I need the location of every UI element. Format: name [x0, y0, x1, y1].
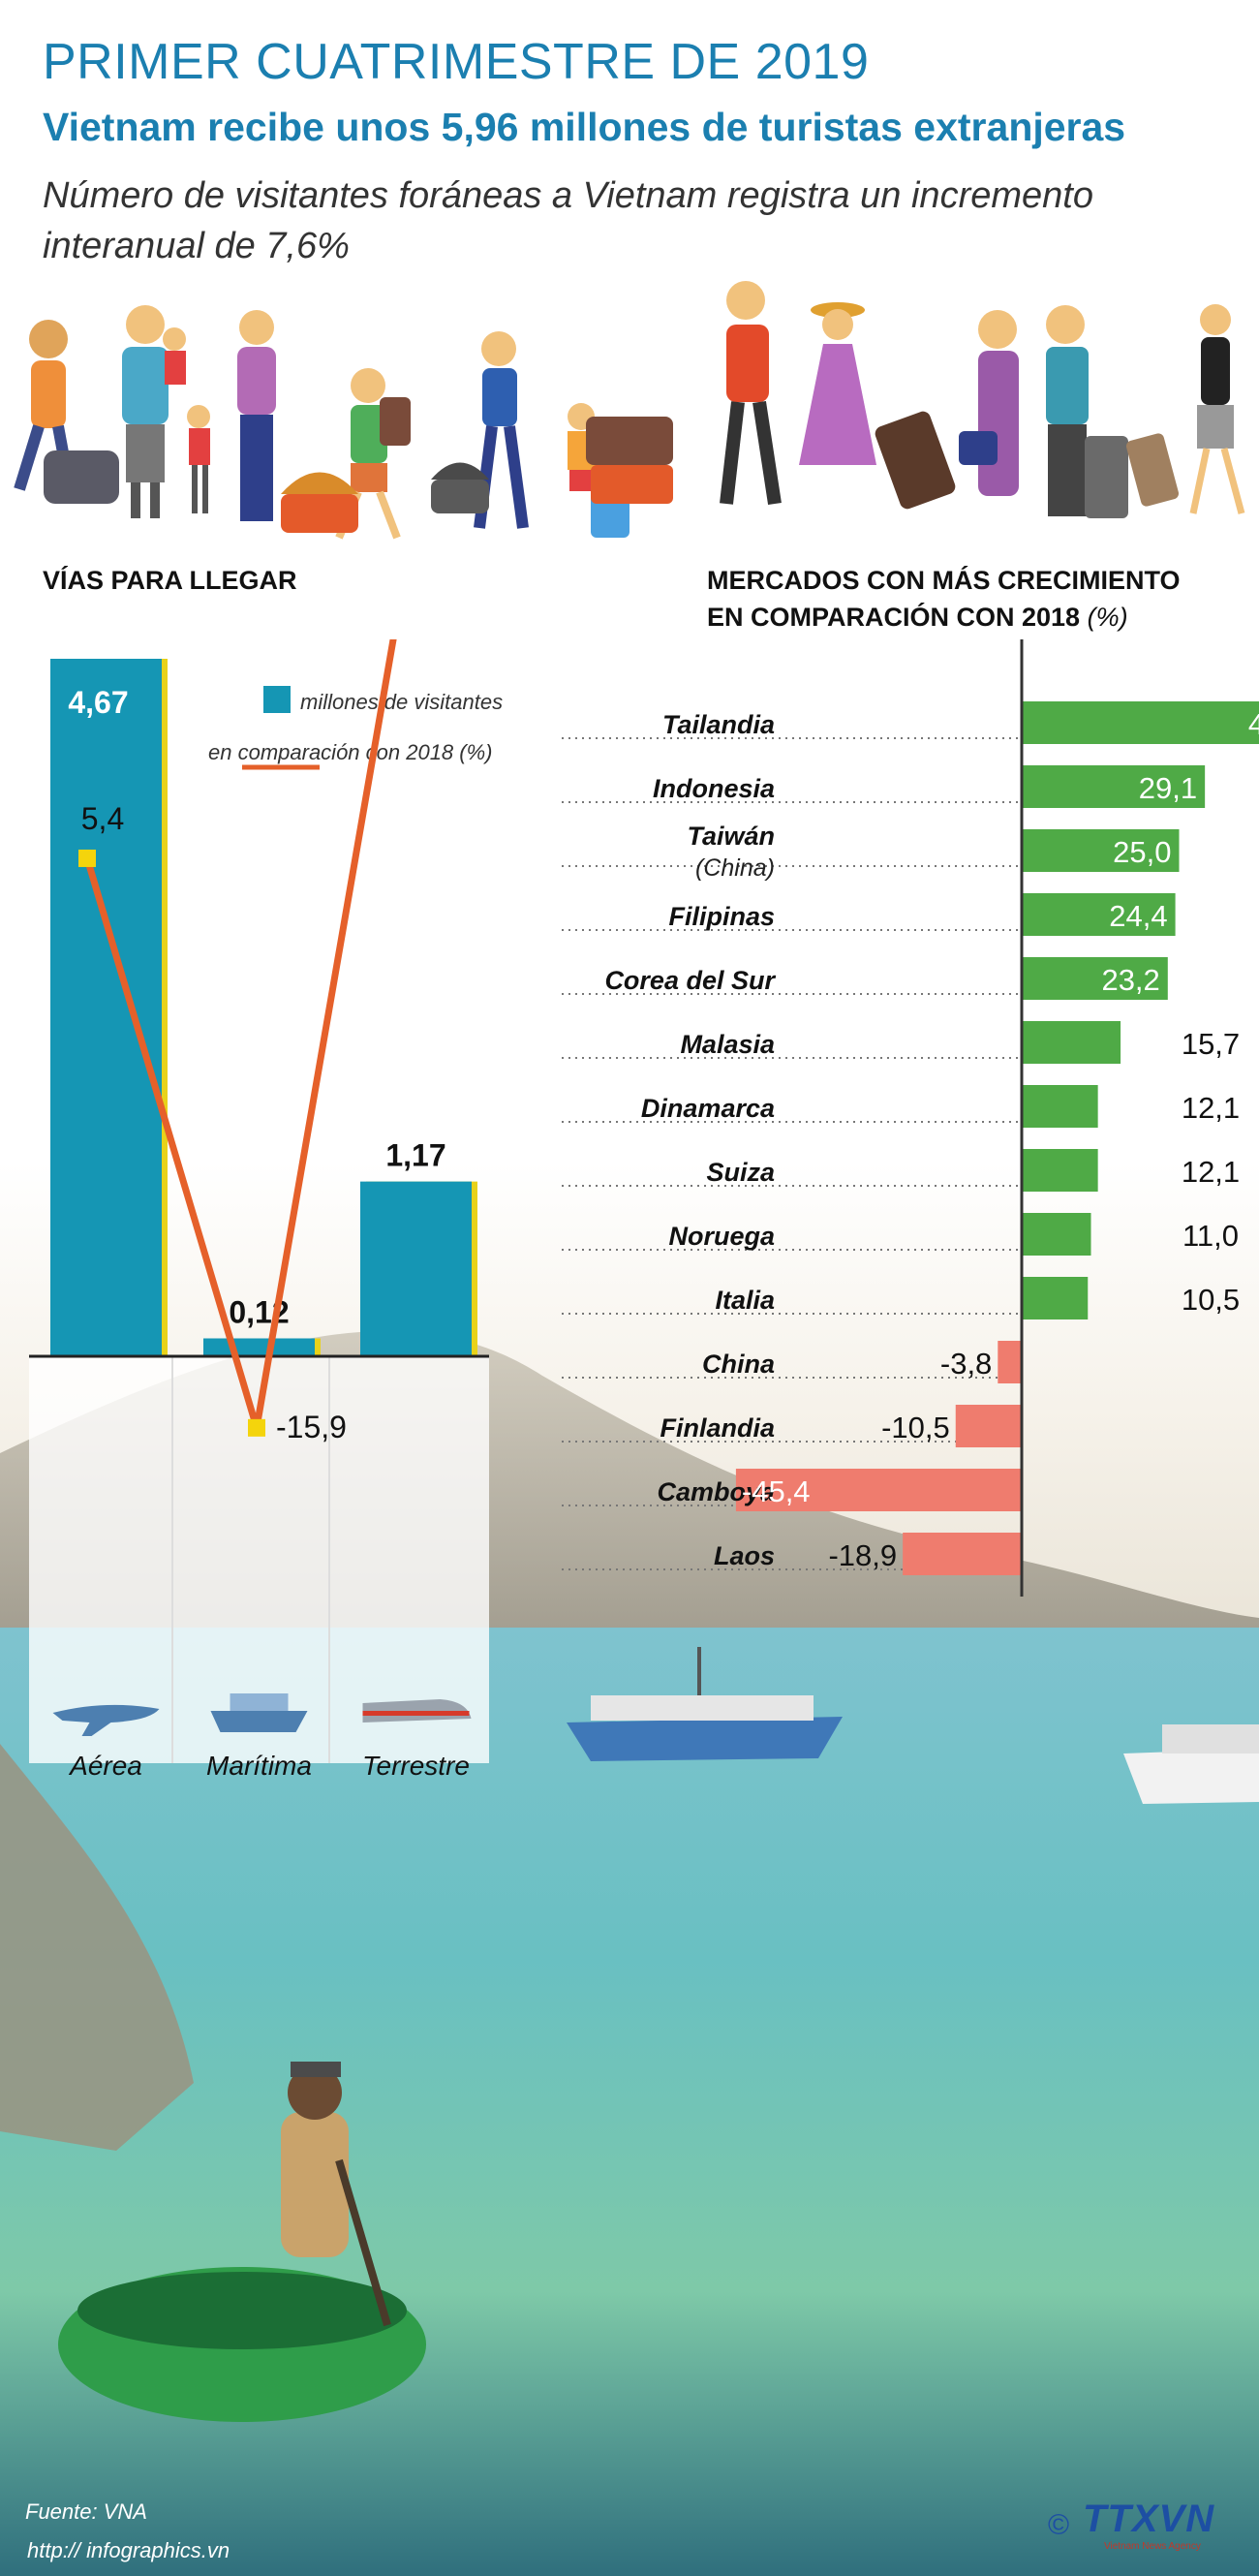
markets-title-line-1: MERCADOS CON MÁS CRECIMIENTO [707, 566, 1181, 595]
market-bar [1022, 1213, 1091, 1256]
market-label: Filipinas [668, 902, 775, 931]
ship-cabin [230, 1693, 289, 1711]
change-value-label: 5,4 [81, 801, 124, 836]
market-label: Malasia [680, 1030, 775, 1059]
market-label: Laos [714, 1541, 775, 1570]
market-value-label: 25,0 [1113, 835, 1171, 869]
copyright-icon: © [1048, 2509, 1070, 2541]
page-subtitle: Vietnam recibe unos 5,96 millones de tur… [43, 105, 1126, 149]
markets-chart: Tailandia 46,5 Indonesia 29,1 Taiwán (China) 2… [562, 639, 1259, 1597]
market-label: Corea del Sur [604, 966, 776, 995]
market-value-label: -3,8 [940, 1347, 992, 1381]
visitors-value-label: 4,67 [68, 685, 128, 720]
tourist-woman-grey [1125, 304, 1245, 514]
legend-label-change: en comparación con 2018 (%) [208, 740, 493, 764]
change-marker [248, 1418, 265, 1437]
market-value-label: -10,5 [881, 1411, 950, 1444]
market-value-label: 11,0 [1182, 1219, 1239, 1253]
ttxvn-logo-subtitle: Vietnam News Agency [1104, 2541, 1201, 2552]
rock-left [0, 1744, 194, 2151]
route-category-label: Aérea [68, 1751, 142, 1781]
ship-icon [210, 1693, 308, 1732]
market-value-label: 12,1 [1182, 1091, 1240, 1125]
market-value-label: 24,4 [1109, 899, 1167, 933]
visitors-bar [203, 1338, 315, 1356]
market-label: Suiza [706, 1158, 775, 1187]
market-label-note: (China) [695, 854, 775, 882]
market-bar [998, 1341, 1022, 1383]
tourists-illustration [14, 281, 1245, 540]
market-bar [1022, 957, 1168, 1000]
route-category-label: Terrestre [362, 1751, 470, 1781]
suitcase-cart [586, 417, 673, 504]
market-bar [735, 1469, 1022, 1511]
market-label: Taiwán [687, 822, 775, 851]
change-marker [78, 849, 96, 867]
tourist-boy-backpack [281, 368, 411, 540]
market-bar [1022, 701, 1259, 744]
legend-swatch-visitors [263, 686, 291, 713]
tourist-1 [14, 320, 119, 504]
ship-hull [210, 1711, 308, 1732]
market-bar [1022, 829, 1180, 872]
market-label: Finlandia [660, 1413, 775, 1443]
train-icon [362, 1699, 472, 1723]
markets-title-unit: (%) [1087, 603, 1128, 632]
market-label: Camboya [657, 1477, 775, 1506]
tourist-woman-hat [799, 302, 956, 510]
market-label: Dinamarca [641, 1094, 775, 1123]
market-value-label: 46,5 [1248, 707, 1259, 741]
routes-chart: millones de visitantes en comparación con… [29, 639, 503, 1781]
visitors-value-label: 1,17 [385, 1138, 445, 1173]
visitors-bar [50, 659, 162, 1356]
train-stripe [362, 1711, 470, 1716]
market-bar [903, 1533, 1022, 1575]
market-value-label: 12,1 [1182, 1155, 1240, 1189]
tourist-couple [959, 305, 1128, 518]
markets-section-title: MERCADOS CON MÁS CRECIMIENTO EN COMPARAC… [707, 562, 1181, 636]
white-boat [1123, 1724, 1259, 1804]
market-value-label: 10,5 [1182, 1283, 1240, 1317]
market-value-label: -18,9 [828, 1538, 897, 1572]
market-value-label: -45,4 [742, 1474, 811, 1508]
ttxvn-logo: TTXVN [1083, 2498, 1215, 2540]
legend-label-visitors: millones de visitantes [300, 690, 503, 714]
market-value-label: 15,7 [1182, 1027, 1240, 1061]
route-category-label: Marítima [206, 1751, 312, 1781]
tourist-man-phone [720, 281, 782, 506]
market-value-label: 23,2 [1101, 963, 1159, 997]
tourist-woman-blue [431, 331, 630, 538]
airplane-body [52, 1704, 160, 1736]
market-label: Tailandia [662, 710, 775, 739]
source-url: http:// infographics.vn [27, 2538, 230, 2562]
market-label: Italia [715, 1286, 775, 1315]
tourist-woman-purple [237, 310, 276, 521]
lead-text: Número de visitantes foráneas a Vietnam … [43, 175, 1093, 266]
market-bar [1022, 1277, 1089, 1319]
market-bar [1022, 1021, 1121, 1064]
fishing-boat [567, 1647, 843, 1761]
market-label: China [702, 1350, 775, 1379]
market-bar [955, 1405, 1022, 1447]
market-bar [1022, 765, 1206, 808]
market-bar [1022, 893, 1176, 936]
fisherman-basket-boat [58, 2062, 426, 2422]
change-value-label: -15,9 [276, 1410, 347, 1444]
tourist-family [122, 305, 210, 518]
market-bar [1022, 1085, 1098, 1128]
page-title: PRIMER CUATRIMESTRE DE 2019 [43, 34, 870, 90]
visitors-bar [360, 1181, 472, 1356]
airplane-icon [52, 1704, 160, 1736]
markets-title-line-2: EN COMPARACIÓN CON 2018 [707, 603, 1081, 632]
market-value-label: 29,1 [1139, 771, 1197, 805]
market-label: Indonesia [653, 774, 775, 803]
routes-section-title: VÍAS PARA LLEGAR [43, 566, 297, 595]
market-label: Noruega [668, 1222, 775, 1251]
source-note: Fuente: VNA [25, 2499, 147, 2524]
market-bar [1022, 1149, 1098, 1192]
